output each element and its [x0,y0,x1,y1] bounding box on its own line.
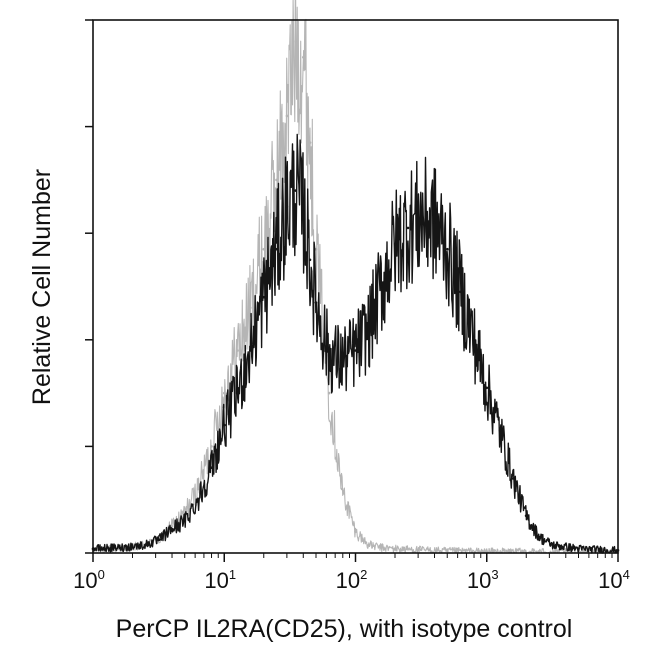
data-point [419,548,423,552]
data-point [354,530,357,533]
data-point [380,285,383,288]
data-point [327,391,331,395]
data-point [249,349,252,352]
x-tick-base: 10 [467,568,491,593]
data-point [393,547,397,550]
data-point [285,205,289,208]
data-point [511,477,515,480]
x-tick-exponent: 2 [360,567,367,582]
series-group [91,133,620,554]
x-tick-exponent: 0 [98,567,105,582]
x-tick-label: 104 [598,567,630,593]
data-point [498,429,502,432]
x-axis-label: PerCP IL2RA(CD25), with isotype control [116,615,573,643]
data-point [275,178,278,182]
x-tick-exponent: 4 [623,567,630,582]
series-trace [92,133,619,554]
data-point [143,543,147,547]
data-point [262,295,266,299]
data-point [432,221,436,224]
data-point [446,247,449,251]
data-point [485,386,489,390]
x-tick-label: 101 [204,567,236,593]
data-point [367,327,371,331]
data-point [236,391,239,395]
data-point [459,290,462,294]
data-point [380,546,383,549]
data-point [393,242,397,246]
data-point [275,247,278,251]
data-point [118,546,122,549]
data-point [294,40,298,43]
x-tick-base: 10 [73,568,97,593]
data-point [446,549,449,553]
x-tick-base: 10 [598,568,622,593]
data-point [327,354,331,358]
data-point [183,519,186,523]
data-point [302,56,305,59]
data-point [210,466,213,470]
data-point [419,215,423,219]
data-point [308,141,312,144]
data-point [285,114,289,118]
data-point [485,550,489,553]
series-layer [91,0,620,554]
data-point [249,306,252,310]
data-point [406,226,410,230]
data-point [236,349,239,352]
x-tick-base: 10 [204,568,228,593]
data-point [472,338,475,342]
data-point [262,247,266,251]
data-point [223,391,226,395]
data-point [170,527,174,531]
x-tick-base: 10 [336,568,360,593]
data-point [302,210,305,214]
x-tick-label: 102 [336,567,368,593]
x-tick-exponent: 3 [491,567,498,582]
x-tick-layer: 100 101 102 103 104 [73,553,630,593]
data-point [538,535,541,539]
data-point [524,514,528,517]
data-point [196,487,200,491]
x-tick-label: 100 [73,567,105,593]
data-point [354,349,357,352]
data-point [551,543,554,547]
data-point [340,487,344,491]
data-point [223,423,226,427]
data-point [294,189,298,192]
data-point [314,301,318,304]
data-point [210,445,213,448]
data-point [367,543,371,547]
x-tick-label: 103 [467,567,499,593]
data-point [340,359,344,363]
x-tick-exponent: 1 [229,567,236,582]
data-point [577,547,580,550]
y-axis-label: Relative Cell Number [28,169,56,405]
data-point [308,258,312,262]
data-point [196,498,200,502]
y-tick-layer [85,19,93,554]
data-point [158,538,161,541]
